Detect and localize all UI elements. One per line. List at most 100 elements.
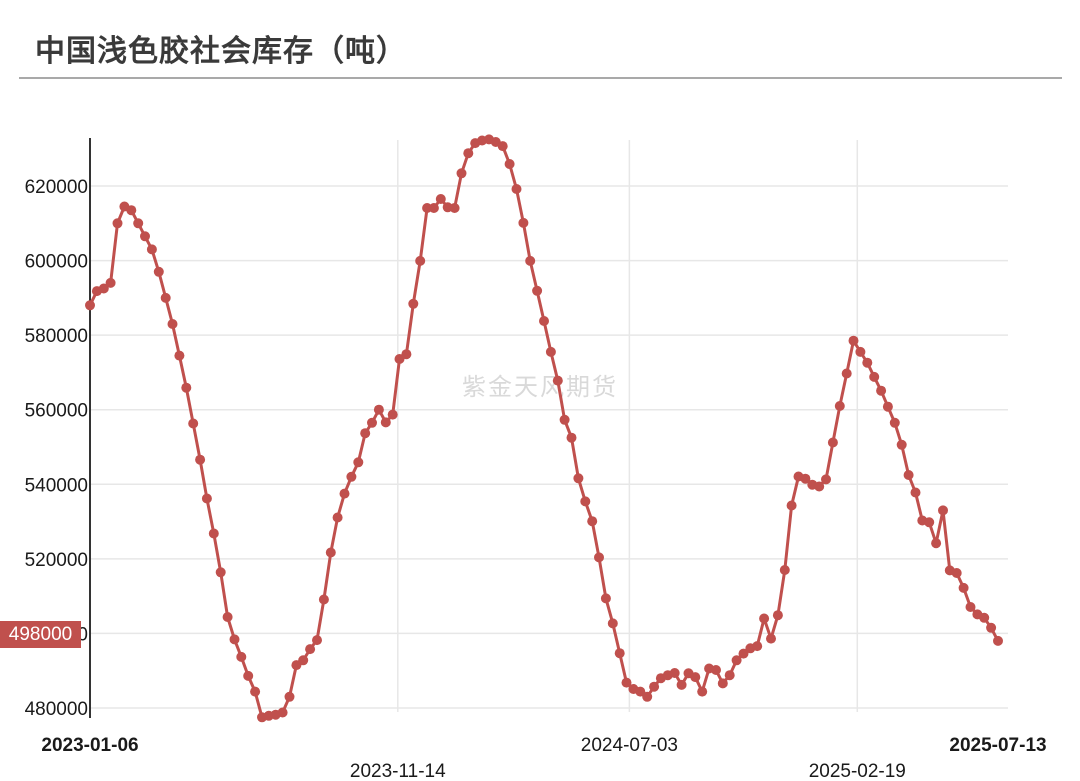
y-axis-tick-label: 580000 xyxy=(25,326,88,347)
data-point xyxy=(848,335,859,346)
data-point xyxy=(229,634,240,645)
data-point xyxy=(738,648,749,659)
data-point xyxy=(889,417,900,428)
data-point xyxy=(140,231,150,242)
data-point xyxy=(993,635,1003,646)
data-point xyxy=(690,672,701,683)
data-point xyxy=(305,644,316,655)
data-point xyxy=(711,665,721,675)
data-point xyxy=(786,500,797,511)
data-point xyxy=(676,679,687,690)
data-point xyxy=(153,266,164,277)
y-axis-tick-label: 620000 xyxy=(25,177,88,198)
data-point xyxy=(160,292,171,303)
data-point xyxy=(277,707,288,718)
data-point xyxy=(717,678,728,689)
data-point xyxy=(188,418,199,429)
data-point xyxy=(456,168,467,179)
data-point xyxy=(497,141,508,152)
x-axis-tick-label: 2023-01-06 xyxy=(41,735,138,756)
data-point xyxy=(607,618,618,629)
data-point xyxy=(931,538,942,549)
data-point xyxy=(346,471,357,482)
data-point xyxy=(882,401,893,412)
data-point xyxy=(195,454,206,465)
data-point xyxy=(373,404,384,415)
data-point xyxy=(167,319,178,329)
data-point xyxy=(511,184,522,194)
data-point xyxy=(724,670,735,681)
data-point xyxy=(772,610,783,621)
data-point xyxy=(360,428,371,439)
data-point xyxy=(401,349,412,360)
data-point xyxy=(463,148,474,159)
data-point xyxy=(318,594,329,605)
data-point xyxy=(559,414,570,425)
data-point xyxy=(298,655,309,666)
y-axis-tick-label: 480000 xyxy=(25,699,88,720)
data-point xyxy=(504,159,515,169)
data-point xyxy=(332,512,343,523)
data-point xyxy=(532,285,543,296)
data-point xyxy=(284,691,295,702)
data-point xyxy=(827,437,838,448)
data-point xyxy=(353,457,364,468)
data-point xyxy=(566,432,577,443)
data-point xyxy=(862,357,873,368)
data-point xyxy=(766,633,776,644)
data-point xyxy=(635,686,646,697)
data-point xyxy=(236,651,247,662)
data-point xyxy=(215,567,226,578)
data-point xyxy=(855,346,866,357)
data-point xyxy=(545,346,556,357)
data-point xyxy=(986,622,997,633)
data-point xyxy=(408,298,419,309)
data-point xyxy=(105,277,116,288)
data-point xyxy=(594,552,604,563)
data-point xyxy=(428,203,439,213)
data-point xyxy=(896,439,907,450)
data-point xyxy=(903,470,914,480)
data-point xyxy=(435,194,446,204)
data-point xyxy=(312,635,322,646)
data-point xyxy=(752,641,763,652)
data-point xyxy=(938,505,948,516)
data-point xyxy=(731,655,742,666)
data-point xyxy=(814,481,825,492)
chart-title: 中国浅色胶社会库存（吨） xyxy=(35,35,407,68)
data-point xyxy=(126,205,137,216)
data-point xyxy=(208,528,219,539)
y-axis-tick-label: 600000 xyxy=(25,252,88,273)
data-point xyxy=(415,255,426,266)
y-axis-tick-label: 540000 xyxy=(25,475,88,496)
data-point xyxy=(614,648,625,659)
data-point xyxy=(759,613,770,624)
data-point xyxy=(869,371,880,382)
data-point xyxy=(587,516,598,527)
data-point xyxy=(133,218,144,229)
data-point xyxy=(580,496,591,507)
data-point xyxy=(965,602,976,612)
watermark-text: 紫金天风期货 xyxy=(462,374,618,401)
data-point xyxy=(201,493,212,504)
data-point xyxy=(821,474,831,485)
series-line xyxy=(88,137,1000,719)
data-point xyxy=(146,244,157,255)
data-point xyxy=(552,375,563,386)
data-point xyxy=(222,612,233,622)
data-point xyxy=(367,417,377,428)
data-point xyxy=(98,283,109,294)
data-point xyxy=(325,547,336,558)
data-point xyxy=(525,255,536,266)
data-point xyxy=(573,473,584,484)
y-axis-tick-label: 560000 xyxy=(25,401,88,422)
data-point xyxy=(449,203,460,213)
data-point xyxy=(600,593,611,604)
data-point xyxy=(779,565,790,575)
data-point xyxy=(958,582,969,593)
data-point xyxy=(841,368,852,379)
data-point xyxy=(979,612,990,623)
data-point xyxy=(910,487,921,498)
